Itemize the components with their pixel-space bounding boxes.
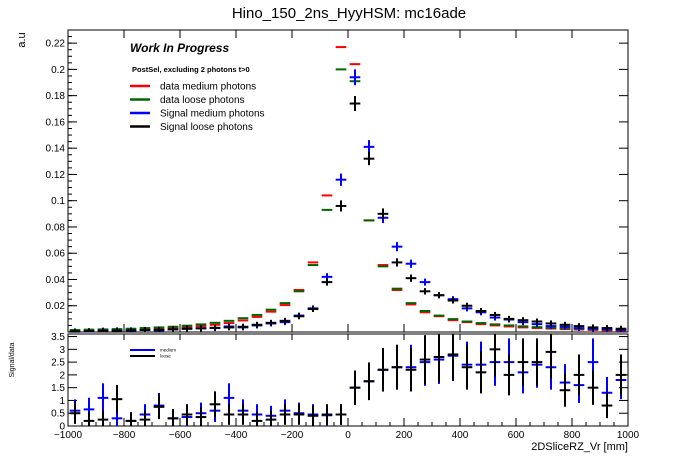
main-legend: data medium photons data loose photons Sig… — [130, 82, 265, 133]
main-data-series — [69, 46, 627, 333]
main-y-tick-label: 0.12 — [46, 170, 66, 181]
x-tick-label: −400 — [225, 430, 248, 441]
ratio-legend-label: medium — [160, 348, 176, 353]
legend-label: Signal loose photons — [160, 122, 253, 133]
legend-label: Signal medium photons — [160, 109, 265, 120]
series-Signal-loose-photons — [69, 96, 627, 333]
main-y-tick-label: 0.18 — [46, 91, 66, 102]
ratio-y-tick-label: 3 — [59, 345, 65, 356]
series-data-loose-photons — [69, 68, 627, 332]
ratio-y-axis-label: Signal/data — [9, 342, 16, 377]
main-y-tick-label: 0.14 — [46, 144, 66, 155]
ratio-legend-label: loose — [160, 354, 171, 359]
work-in-progress-label: Work In Progress — [130, 41, 229, 55]
ratio-data-series — [69, 334, 627, 426]
main-y-axis-label: a.u — [16, 32, 28, 47]
main-plot-panel: 0.02 0.04 0.06 0.08 0.1 0.12 0.14 0.16 0.18 0.2 0.… — [46, 29, 629, 333]
main-y-tick-label: 0.22 — [46, 39, 66, 50]
chart-title: Hino_150_2ns_HyyHSM: mc16ade — [232, 5, 466, 22]
ratio-y-tick-label: 2.5 — [51, 358, 65, 369]
x-tick-label: 600 — [508, 430, 525, 441]
main-y-tick-label: 0.04 — [46, 275, 66, 286]
ratio-y-tick-label: 0.5 — [51, 409, 65, 420]
x-tick-label: −200 — [281, 430, 304, 441]
main-y-tick-label: 0.08 — [46, 222, 66, 233]
ratio-y-tick-label: 0 — [59, 422, 65, 433]
x-tick-label: −800 — [113, 430, 136, 441]
ratio-y-tick-label: 1.5 — [51, 383, 65, 394]
ratio-y-tick-label: 2 — [59, 370, 65, 381]
legend-label: data medium photons — [160, 82, 256, 93]
ratio-series-medium — [69, 334, 627, 426]
ratio-y-tick-label: 3.5 — [51, 332, 65, 343]
ratio-plot-frame — [67, 333, 629, 427]
main-y-tick-label: 0.16 — [46, 117, 66, 128]
x-tick-label: 200 — [396, 430, 413, 441]
x-tick-label: −600 — [169, 430, 192, 441]
x-tick-label: 1000 — [617, 430, 640, 441]
x-tick-label: 400 — [452, 430, 469, 441]
series-data-medium-photons — [69, 46, 627, 333]
selection-label: PostSel, excluding 2 photons t>0 — [132, 65, 250, 74]
main-plot-frame — [67, 29, 629, 333]
ratio-plot-panel: 0 0.5 1 1.5 22.5 3 3.5 −1000 −800 −600 −400 −200 0 20… — [51, 332, 639, 441]
series-Signal-medium-photons — [69, 69, 627, 333]
main-y-tick-label: 0.06 — [46, 249, 66, 260]
ratio-series-loose — [69, 334, 627, 426]
x-tick-label: −1000 — [54, 430, 83, 441]
main-y-tick-label: 0.02 — [46, 301, 66, 312]
main-y-ticks: 0.02 0.04 0.06 0.08 0.1 0.12 0.14 0.16 0.18 0.2 0.… — [46, 30, 628, 332]
legend-label: data loose photons — [160, 95, 245, 106]
main-y-tick-label: 0.2 — [51, 65, 65, 76]
x-tick-label: 0 — [345, 430, 351, 441]
ratio-y-tick-label: 1 — [59, 396, 65, 407]
main-y-tick-label: 0.1 — [51, 196, 65, 207]
ratio-ticks: 0 0.5 1 1.5 22.5 3 3.5 −1000 −800 −600 −400 −200 0 20… — [51, 332, 639, 441]
x-tick-label: 800 — [564, 430, 581, 441]
x-axis-label: 2DSliceRZ_Vr [mm] — [531, 441, 628, 453]
